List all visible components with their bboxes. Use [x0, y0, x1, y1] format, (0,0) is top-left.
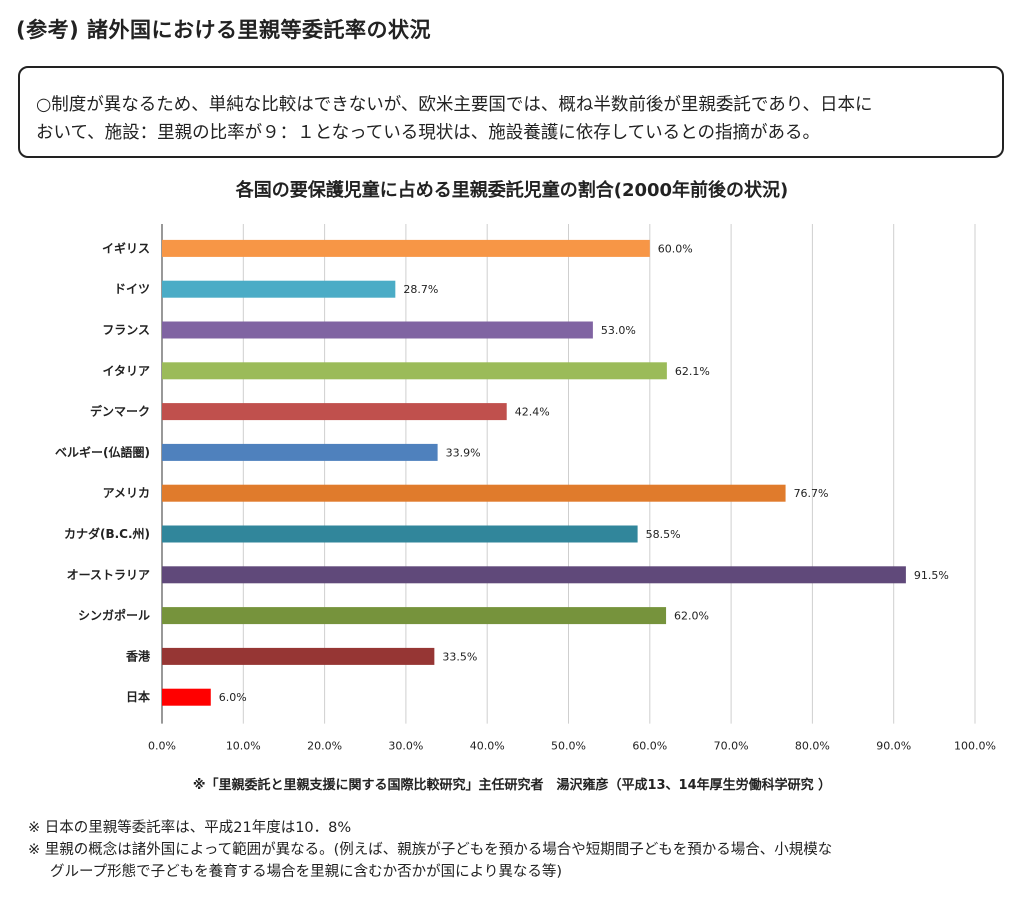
data-label: 58.5% [646, 528, 681, 541]
category-label: 日本 [126, 689, 150, 704]
note-line-1: ○制度が異なるため、単純な比較はできないが、欧米主要国では、概ね半数前後が里親委… [36, 95, 873, 115]
x-tick-label: 80.0% [795, 740, 830, 753]
category-label: オーストラリア [67, 568, 150, 582]
data-label: 62.1% [675, 365, 710, 378]
bar [162, 484, 786, 502]
category-label: イタリア [102, 364, 150, 378]
footnote-3: グループ形態で子どもを養育する場合を里親に含むか否かが国により異なる等) [50, 864, 562, 880]
footnote-1: ※ 日本の里親等委託率は、平成21年度は10．8% [28, 820, 352, 836]
x-tick-label: 50.0% [551, 740, 586, 753]
data-label: 28.7% [403, 283, 438, 296]
category-label: アメリカ [103, 486, 150, 500]
data-label: 33.9% [446, 446, 481, 459]
bar [162, 566, 906, 584]
data-label: 6.0% [219, 691, 247, 704]
x-tick-label: 60.0% [632, 740, 667, 753]
bar [162, 403, 507, 421]
x-tick-label: 10.0% [226, 740, 261, 753]
data-label: 91.5% [914, 569, 949, 582]
bar [162, 443, 438, 461]
category-label: 香港 [125, 648, 151, 663]
footnote-2: ※ 里親の概念は諸外国によって範囲が異なる。(例えば、親族が子どもを預かる場合や… [28, 842, 833, 858]
bar [162, 688, 211, 706]
category-label: カナダ(B.C.州) [64, 526, 150, 541]
note-box: ○制度が異なるため、単純な比較はできないが、欧米主要国では、概ね半数前後が里親委… [18, 66, 1004, 158]
x-tick-label: 40.0% [470, 740, 505, 753]
source-citation: ※「里親委託と里親支援に関する国際比較研究」主任研究者 湯沢雍彦（平成13、14… [192, 778, 832, 793]
chart-title: 各国の要保護児童に占める里親委託児童の割合(2000年前後の状況) [235, 180, 789, 201]
note-line-2: おいて、施設：里親の比率が９：１となっている現状は、施設養護に依存しているとの指… [36, 123, 820, 143]
category-label: デンマーク [90, 404, 150, 419]
bar [162, 525, 638, 543]
category-label: フランス [102, 323, 150, 337]
bar [162, 362, 667, 380]
bar-chart: 0.0% 10.0% 20.0% 30.0% 40.0% 50.0% 60.0% 70.0% 8… [55, 224, 996, 753]
bar [162, 239, 650, 257]
data-label: 42.4% [515, 406, 550, 419]
x-tick-label: 20.0% [307, 740, 342, 753]
x-tick-label: 70.0% [714, 740, 749, 753]
x-tick-label: 100.0% [954, 740, 996, 753]
data-label: 62.0% [674, 610, 709, 623]
category-label: ベルギー(仏語圏) [55, 444, 150, 459]
page-heading: (参考) 諸外国における里親等委託率の状況 [16, 18, 432, 42]
x-tick-label: 0.0% [148, 740, 176, 753]
category-label: ドイツ [114, 282, 150, 296]
x-tick-label: 90.0% [876, 740, 911, 753]
bar [162, 607, 667, 625]
data-label: 53.0% [601, 324, 636, 337]
data-label: 33.5% [442, 650, 477, 663]
bar [162, 280, 396, 298]
x-tick-label: 30.0% [388, 740, 423, 753]
category-label: イギリス [102, 240, 150, 255]
data-label: 76.7% [794, 487, 829, 500]
data-label: 60.0% [658, 242, 693, 255]
bar [162, 647, 435, 665]
category-label: シンガポール [78, 608, 150, 623]
bar [162, 321, 593, 339]
